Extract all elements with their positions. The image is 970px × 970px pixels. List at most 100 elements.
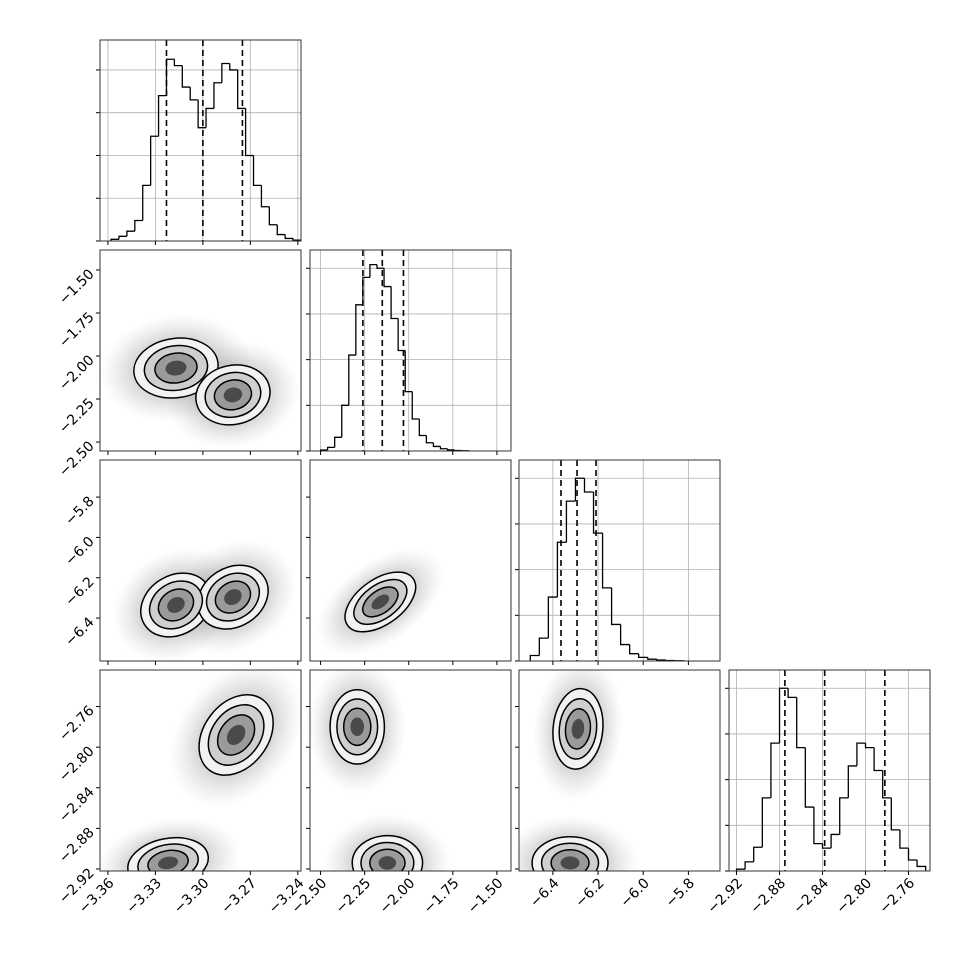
histogram-bin [118,235,127,240]
panel [100,314,300,449]
density-contour [371,594,390,610]
density-contour [560,856,580,870]
panel [519,460,720,661]
panel [316,548,444,656]
panel-frame [99,249,302,452]
histogram-bin [574,477,585,502]
panel [310,250,511,451]
density-contour [571,718,585,739]
histogram-bin [390,286,399,320]
histogram-bin [899,829,909,849]
histogram-bin [355,304,363,356]
x-tick-label: −3.30 [171,875,213,917]
histogram-bin [221,62,230,83]
panel [729,670,930,871]
density-contour [378,856,397,870]
density-contour [167,596,185,613]
histogram-bin [244,108,254,157]
panel-frame [99,669,302,872]
histogram-bin [341,404,349,438]
histogram-bin [268,206,278,226]
histogram-bin [439,446,448,450]
panel [310,670,451,871]
y-tick-label: −6.0 [62,534,97,569]
y-tick-label: −2.80 [56,743,98,785]
panel-frame [518,669,721,872]
histogram-bin [369,263,377,278]
histogram-bin [252,155,262,187]
x-tick-label: −2.25 [333,875,375,917]
histogram-bin [873,747,883,772]
histogram-bin [284,234,294,240]
histogram-bin [770,742,780,798]
panel-frame [309,249,512,452]
histogram-bin [796,697,806,749]
histogram-bin [547,596,558,639]
y-tick-label: −1.50 [56,266,98,308]
histogram-bin [213,82,222,109]
histogram-bin [418,419,427,437]
x-tick-label: −2.00 [377,875,419,917]
panel-frame [309,459,512,662]
histogram-bin [376,264,385,269]
x-tick-label: −1.50 [465,875,507,917]
panel [100,670,301,871]
density-contour [226,724,246,746]
histogram-bin [276,224,286,236]
panel-frame [99,459,302,662]
density-contour [350,717,365,737]
histogram-bin [165,58,175,96]
histogram-bin [916,860,927,871]
y-tick-label: −2.76 [56,703,98,745]
histogram-bin [157,94,167,137]
histogram-bin [149,135,159,186]
histogram-bin [778,687,789,744]
histogram-bin [847,765,857,798]
histogram-bin [601,533,612,589]
histogram-bin [610,587,621,626]
histogram-bin [592,491,603,534]
x-tick-label: −6.2 [572,875,607,910]
y-tick-label: −6.4 [62,614,97,649]
x-tick-label: −2.84 [791,875,833,917]
density-contour [165,360,187,376]
y-tick-label: −2.25 [56,395,98,437]
histogram-bin [890,797,900,831]
x-tick-label: −1.75 [421,875,463,917]
histogram-bin [292,238,301,241]
y-tick-label: −5.8 [62,493,97,528]
histogram-bin [142,184,151,221]
y-tick-label: −2.00 [56,352,98,394]
x-tick-label: −3.33 [123,875,165,917]
histogram-bin [260,185,270,208]
histogram-bin [197,99,207,129]
panel-frame [309,669,512,872]
histogram-bin [647,657,657,660]
x-tick-label: −3.27 [218,875,260,917]
histogram-bin [425,435,434,444]
x-tick-label: −2.80 [834,875,876,917]
histogram-bin [864,743,875,749]
density-contour [224,589,242,606]
histogram-bin [907,848,918,861]
histogram-bin [735,868,746,871]
panel [112,539,297,661]
histogram-bin [326,446,335,451]
density-contour [158,856,179,870]
histogram-bin [821,843,832,849]
histogram-bin [411,391,420,420]
x-tick-label: −2.92 [705,875,747,917]
y-tick-label: −2.84 [56,784,98,826]
histogram-bin [404,350,413,393]
histogram-bin [229,63,238,71]
x-tick-label: −6.0 [618,875,653,910]
y-tick-label: −2.88 [56,825,98,867]
y-tick-label: −6.2 [62,574,97,609]
histogram-bin [882,770,892,799]
panel-frame [728,669,931,872]
histogram-bin [583,478,594,493]
panel [100,40,301,241]
histogram-bin [205,107,214,128]
histogram-bin [432,442,441,448]
